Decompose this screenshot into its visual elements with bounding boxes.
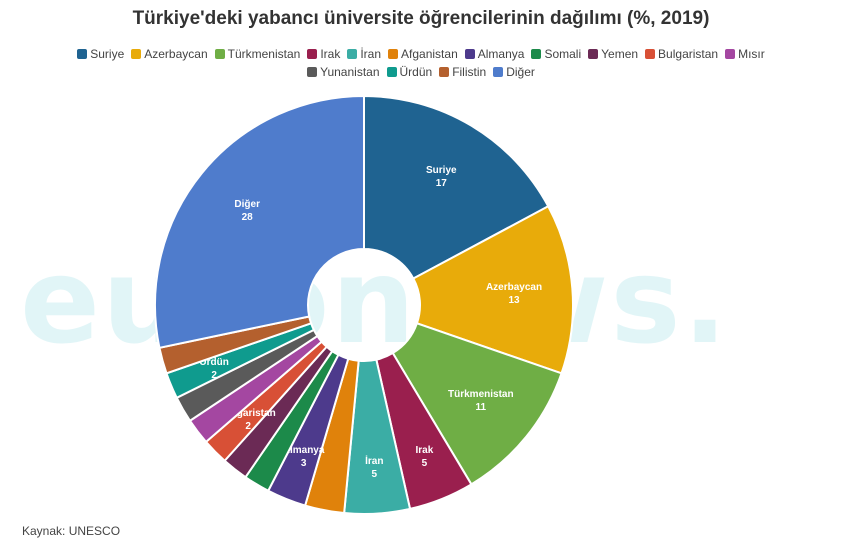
legend-swatch	[588, 49, 599, 59]
legend-item[interactable]: Mısır	[725, 45, 765, 63]
legend-label: Almanya	[477, 47, 525, 61]
slice-value: 3	[301, 458, 307, 469]
slice-value: 5	[372, 469, 378, 480]
legend-row: Suriye Azerbaycan Türkmenistan Irak İran Afga…	[10, 45, 832, 63]
slice-label: İran	[365, 454, 383, 467]
legend-swatch	[386, 67, 397, 77]
legend-label: Ürdün	[399, 65, 433, 79]
legend-label: Bulgaristan	[658, 47, 719, 61]
legend-swatch	[464, 49, 475, 59]
legend-item[interactable]: Somali	[531, 45, 581, 63]
slice-label: Azerbaycan	[486, 282, 542, 293]
legend-swatch	[645, 49, 656, 59]
slice-14[interactable]	[154, 94, 365, 349]
chart-legend: Suriye Azerbaycan Türkmenistan Irak İran Afga…	[10, 45, 832, 81]
slice-label: Türkmenistan	[448, 389, 514, 400]
legend-label: Afganistan	[401, 47, 458, 61]
legend-swatch	[307, 49, 318, 59]
slice-value: 17	[436, 178, 448, 189]
legend-label: Somali	[544, 47, 582, 61]
legend-item[interactable]: Bulgaristan	[645, 45, 718, 63]
slice-value: 2	[245, 421, 251, 432]
legend-item[interactable]: Ürdün	[386, 63, 433, 81]
slice-0[interactable]	[363, 94, 550, 280]
legend-item[interactable]: Afganistan	[388, 45, 458, 63]
legend-row: Yunanistan Ürdün Filistin Diğer	[10, 63, 832, 81]
legend-item[interactable]: Türkmenistan	[214, 45, 301, 63]
slice-label: Irak	[415, 445, 433, 456]
legend-label: İran	[360, 47, 382, 61]
legend-label: Suriye	[90, 47, 125, 61]
legend-swatch	[307, 67, 318, 77]
slice-label: Suriye	[426, 165, 457, 176]
legend-label: Mısır	[738, 47, 765, 61]
slice-value: 5	[422, 458, 428, 469]
legend-swatch	[77, 49, 88, 59]
chart-title: Türkiye'deki yabancı üniversite öğrencil…	[132, 8, 710, 29]
slice-value: 13	[508, 295, 520, 306]
legend-item[interactable]: İran	[347, 45, 381, 63]
slice-value: 11	[476, 402, 487, 413]
legend-swatch	[131, 49, 142, 59]
legend-swatch	[531, 49, 542, 59]
legend-swatch	[347, 49, 358, 59]
legend-label: Diğer	[506, 65, 535, 79]
legend-item[interactable]: Filistin	[439, 63, 486, 81]
legend-item[interactable]: Yemen	[588, 45, 638, 63]
legend-swatch	[493, 67, 504, 77]
source-note: Kaynak: UNESCO	[22, 524, 121, 538]
legend-item[interactable]: Yunanistan	[307, 63, 380, 81]
slice-label: Diğer	[234, 199, 260, 210]
legend-item[interactable]: Irak	[307, 45, 340, 63]
legend-item[interactable]: Suriye	[77, 45, 124, 63]
legend-item[interactable]: Diğer	[493, 63, 535, 81]
legend-label: Türkmenistan	[227, 47, 301, 61]
slice-value: 2	[211, 370, 217, 381]
slice-label: Bulgaristan	[221, 408, 276, 419]
slice-value: 28	[242, 212, 254, 223]
slice-label: Almanya	[283, 445, 325, 456]
legend-swatch	[725, 49, 736, 59]
slice-1[interactable]	[412, 204, 574, 375]
legend-swatch	[388, 49, 399, 59]
legend-item[interactable]: Azerbaycan	[131, 45, 208, 63]
legend-label: Azerbaycan	[144, 47, 208, 61]
slice-2[interactable]	[391, 322, 563, 486]
legend-label: Yunanistan	[320, 65, 380, 79]
legend-label: Irak	[320, 47, 341, 61]
legend-label: Yemen	[601, 47, 639, 61]
legend-label: Filistin	[452, 65, 487, 79]
legend-item[interactable]: Almanya	[464, 45, 525, 63]
legend-swatch	[439, 67, 450, 77]
legend-swatch	[214, 49, 225, 59]
